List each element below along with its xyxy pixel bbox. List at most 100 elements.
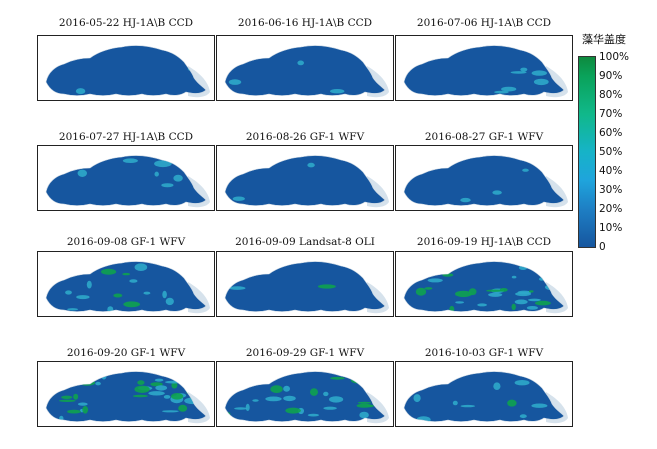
- bloom-patch: [171, 382, 178, 389]
- bloom-patch: [492, 190, 502, 195]
- bloom-patch: [161, 183, 174, 188]
- lake-outline: [224, 261, 386, 312]
- bloom-patch: [163, 395, 171, 399]
- legend-tick-label: 80%: [599, 89, 623, 101]
- legend-tick-label: 90%: [599, 70, 623, 82]
- bloom-patch: [245, 403, 250, 411]
- legend-tick-label: 30%: [599, 184, 623, 196]
- bloom-patch: [252, 399, 259, 402]
- lake-water: [404, 155, 564, 206]
- lake-map: [403, 45, 568, 98]
- bloom-patch: [173, 174, 183, 182]
- bloom-patch: [283, 395, 296, 402]
- legend-tick-label: 10%: [599, 222, 623, 234]
- bloom-patch: [406, 265, 417, 273]
- bloom-patch: [155, 385, 168, 391]
- bloom-patch: [416, 159, 431, 162]
- legend-tick-label: 100%: [599, 51, 630, 63]
- lake-map: [403, 155, 568, 208]
- lake-outline: [45, 155, 207, 206]
- bloom-patches: [232, 162, 315, 201]
- bloom-patch: [359, 411, 369, 419]
- bloom-patch: [416, 416, 431, 422]
- bloom-patch: [165, 297, 174, 306]
- bloom-patch: [154, 171, 159, 177]
- bloom-patch: [228, 79, 242, 85]
- bloom-patch: [323, 406, 337, 410]
- lake-outline: [403, 371, 565, 422]
- lake-map-panel: [37, 35, 215, 101]
- bloom-patch: [75, 88, 86, 95]
- bloom-patch: [522, 168, 529, 172]
- panel-title: 2016-09-19 HJ-1A\B CCD: [416, 236, 552, 248]
- lake-outline: [403, 261, 565, 312]
- bloom-patch: [76, 295, 90, 300]
- bloom-patch: [229, 286, 246, 290]
- bloom-patch: [514, 380, 530, 386]
- legend-tick-label: 60%: [599, 127, 623, 139]
- panel-title: 2016-09-08 GF-1 WFV: [66, 236, 186, 248]
- bloom-patch: [520, 67, 528, 72]
- bloom-patch: [129, 279, 138, 283]
- panel-title: 2016-10-03 GF-1 WFV: [424, 347, 544, 359]
- bloom-patch: [531, 70, 547, 76]
- lake-map-panel: [216, 145, 394, 211]
- lake-map-panel: [37, 145, 215, 211]
- bloom-patch: [488, 292, 503, 297]
- bloom-patch: [171, 393, 184, 400]
- lake-outline: [224, 371, 386, 422]
- lake-water: [225, 155, 385, 206]
- lake-outline: [224, 45, 386, 96]
- lake-water: [404, 45, 564, 96]
- lake-water: [46, 155, 206, 206]
- bloom-patch: [404, 54, 418, 60]
- bloom-patch: [65, 290, 72, 295]
- lake-map-panel: [37, 251, 215, 317]
- bloom-patch: [427, 278, 443, 283]
- bloom-patch: [123, 301, 141, 308]
- lake-map: [45, 371, 210, 424]
- legend-colorbar: [578, 56, 596, 248]
- bloom-patch: [154, 378, 164, 382]
- panel-title: 2016-08-26 GF-1 WFV: [245, 131, 365, 143]
- bloom-patch: [113, 293, 123, 298]
- bloom-patch: [122, 158, 138, 163]
- bloom-patch: [477, 303, 487, 307]
- bloom-patch: [517, 290, 531, 295]
- bloom-patch: [535, 300, 551, 306]
- panel-title: 2016-07-06 HJ-1A\B CCD: [416, 17, 552, 29]
- bloom-patch: [366, 404, 374, 408]
- bloom-patch: [424, 287, 433, 290]
- bloom-patch: [507, 399, 517, 407]
- lake-water: [404, 261, 564, 312]
- lake-map-panel: [216, 251, 394, 317]
- bloom-patch: [265, 396, 282, 402]
- panel-title: 2016-06-16 HJ-1A\B CCD: [237, 17, 373, 29]
- bloom-patch: [357, 401, 372, 404]
- panel-title: 2016-07-27 HJ-1A\B CCD: [58, 131, 194, 143]
- bloom-patch: [307, 162, 315, 168]
- bloom-patch: [330, 376, 345, 380]
- bloom-patch: [143, 291, 151, 295]
- lake-water: [225, 261, 385, 312]
- bloom-patch: [501, 86, 517, 92]
- bloom-patch: [162, 290, 167, 299]
- bloom-patch: [460, 197, 471, 203]
- bloom-patch: [330, 89, 345, 94]
- legend-tick-label: 50%: [599, 146, 623, 158]
- bloom-patches: [228, 60, 345, 94]
- bloom-patch: [232, 196, 245, 201]
- bloom-patches: [77, 158, 183, 188]
- lake-map-panel: [395, 251, 573, 317]
- bloom-patch: [307, 413, 320, 417]
- bloom-patch: [255, 378, 270, 384]
- bloom-patch: [148, 391, 165, 396]
- lake-water: [225, 45, 385, 96]
- lake-map-panel: [395, 145, 573, 211]
- bloom-patch: [165, 380, 183, 384]
- bloom-patch: [134, 263, 148, 271]
- bloom-patch: [260, 376, 270, 381]
- lake-map: [45, 261, 210, 314]
- bloom-patch: [95, 381, 101, 386]
- lake-map: [224, 155, 389, 208]
